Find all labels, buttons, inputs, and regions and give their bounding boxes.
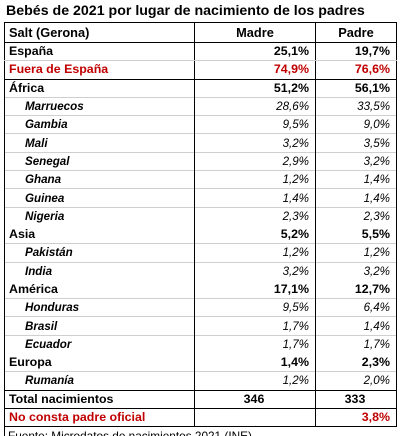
row-padre: 1,4%	[315, 188, 397, 208]
header-row: Salt (Gerona) Madre Padre	[4, 22, 397, 43]
row-padre: 33,5%	[315, 96, 397, 116]
row-country: Senegal 2,9% 3,2%	[4, 151, 397, 171]
row-espana: España 25,1% 19,7%	[4, 42, 397, 62]
row-country: Pakistán 1,2% 1,2%	[4, 243, 397, 263]
row-padre: 3,2%	[315, 151, 397, 171]
row-madre: 28,6%	[194, 96, 316, 116]
row-madre: 5,2%	[194, 225, 316, 244]
row-country: Nigeria 2,3% 2,3%	[4, 206, 397, 226]
row-madre: 51,2%	[194, 78, 316, 98]
row-madre: 1,4%	[194, 353, 316, 372]
row-label: Marruecos	[4, 96, 195, 116]
row-label: Asia	[4, 225, 195, 244]
row-madre: 346	[194, 389, 316, 409]
row-madre: 3,2%	[194, 133, 316, 153]
row-madre: 1,2%	[194, 170, 316, 189]
row-country: India 3,2% 3,2%	[4, 261, 397, 281]
row-padre: 3,2%	[315, 261, 397, 281]
row-country: Gambia 9,5% 9,0%	[4, 115, 397, 134]
row-total: Total nacimientos 346 333	[4, 389, 397, 409]
row-madre: 1,2%	[194, 371, 316, 391]
row-madre: 1,4%	[194, 188, 316, 208]
row-madre: 17,1%	[194, 280, 316, 299]
header-location: Salt (Gerona)	[4, 22, 195, 43]
row-region-asia: Asia 5,2% 5,5%	[4, 225, 397, 244]
row-padre: 56,1%	[315, 78, 397, 98]
row-label: África	[4, 78, 195, 98]
row-country: Mali 3,2% 3,5%	[4, 133, 397, 153]
row-madre: 9,5%	[194, 298, 316, 317]
row-padre: 19,7%	[315, 42, 397, 62]
row-padre: 333	[315, 389, 397, 409]
row-padre: 3,5%	[315, 133, 397, 153]
row-country: Rumanía 1,2% 2,0%	[4, 371, 397, 391]
row-madre: 9,5%	[194, 115, 316, 134]
row-padre: 6,4%	[315, 298, 397, 317]
row-label: Ghana	[4, 170, 195, 189]
row-padre: 2,0%	[315, 371, 397, 391]
row-madre: 1,2%	[194, 243, 316, 263]
row-madre: 25,1%	[194, 42, 316, 62]
row-label: Nigeria	[4, 206, 195, 226]
header-padre: Padre	[315, 22, 397, 43]
row-region-europa: Europa 1,4% 2,3%	[4, 353, 397, 372]
row-label: Ecuador	[4, 334, 195, 354]
row-label: Europa	[4, 353, 195, 372]
row-madre: 2,3%	[194, 206, 316, 226]
row-padre: 2,3%	[315, 353, 397, 372]
row-label: Honduras	[4, 298, 195, 317]
row-padre: 3,8%	[315, 408, 397, 428]
row-region-africa: África 51,2% 56,1%	[4, 78, 397, 98]
row-label: No consta padre oficial	[4, 408, 195, 428]
row-padre: 12,7%	[315, 280, 397, 299]
row-padre: 1,7%	[315, 334, 397, 354]
row-madre: 1,7%	[194, 334, 316, 354]
row-country: Brasil 1,7% 1,4%	[4, 316, 397, 336]
row-country: Ghana 1,2% 1,4%	[4, 170, 397, 189]
row-country: Marruecos 28,6% 33,5%	[4, 96, 397, 116]
row-label: España	[4, 42, 195, 62]
row-padre: 76,6%	[315, 60, 397, 80]
row-country: Guinea 1,4% 1,4%	[4, 188, 397, 208]
row-label: América	[4, 280, 195, 299]
row-label: Rumanía	[4, 371, 195, 391]
row-padre: 5,5%	[315, 225, 397, 244]
row-madre	[194, 408, 316, 428]
source-note: Fuente: Microdatos de nacimientos 2021 (…	[4, 427, 322, 436]
header-madre: Madre	[194, 22, 316, 43]
row-fuera: Fuera de España 74,9% 76,6%	[4, 60, 397, 80]
row-no-consta: No consta padre oficial 3,8%	[4, 408, 397, 428]
row-label: Fuera de España	[4, 60, 195, 80]
row-madre: 3,2%	[194, 261, 316, 281]
table-title: Bebés de 2021 por lugar de nacimiento de…	[6, 3, 365, 19]
row-madre: 2,9%	[194, 151, 316, 171]
row-label: Mali	[4, 133, 195, 153]
row-padre: 1,4%	[315, 316, 397, 336]
row-label: Total nacimientos	[4, 389, 195, 409]
row-label: Guinea	[4, 188, 195, 208]
row-padre: 9,0%	[315, 115, 397, 134]
row-padre: 1,2%	[315, 243, 397, 263]
row-label: Brasil	[4, 316, 195, 336]
row-padre: 1,4%	[315, 170, 397, 189]
row-region-america: América 17,1% 12,7%	[4, 280, 397, 299]
row-label: Pakistán	[4, 243, 195, 263]
births-table: Salt (Gerona) Madre Padre España 25,1% 1…	[4, 22, 397, 428]
row-country: Ecuador 1,7% 1,7%	[4, 334, 397, 354]
row-label: India	[4, 261, 195, 281]
row-country: Honduras 9,5% 6,4%	[4, 298, 397, 317]
row-madre: 74,9%	[194, 60, 316, 80]
row-label: Gambia	[4, 115, 195, 134]
row-madre: 1,7%	[194, 316, 316, 336]
row-label: Senegal	[4, 151, 195, 171]
row-padre: 2,3%	[315, 206, 397, 226]
